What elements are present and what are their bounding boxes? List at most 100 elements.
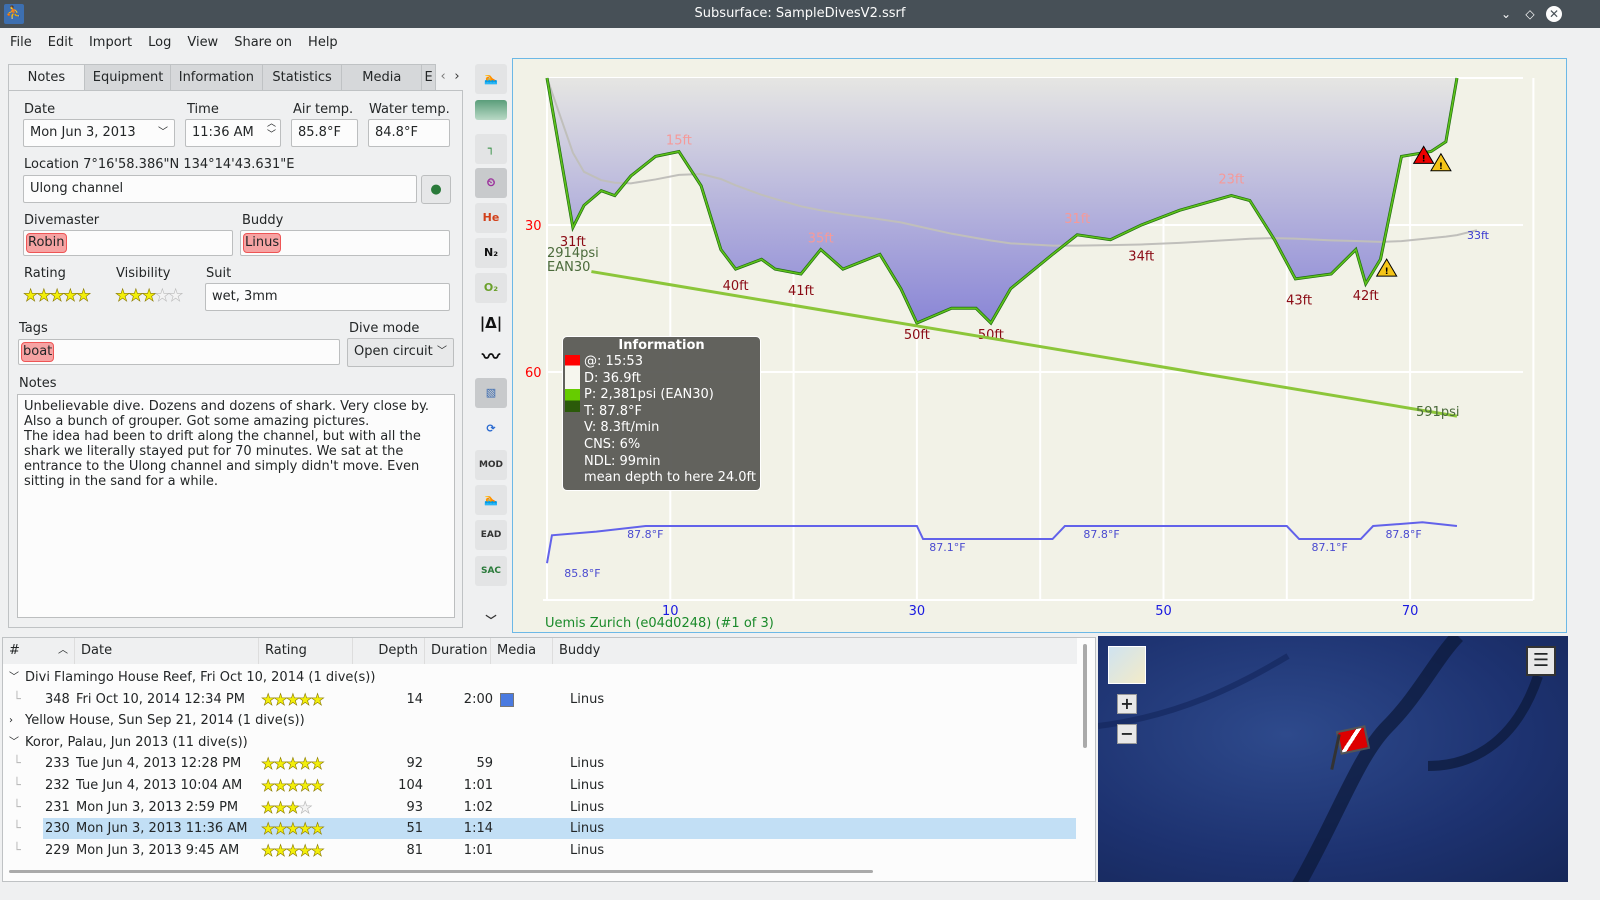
ndl-icon[interactable]: 🏊 bbox=[475, 485, 507, 515]
oxygen-icon[interactable]: O₂ bbox=[475, 273, 507, 303]
tab-information[interactable]: Information bbox=[170, 64, 263, 91]
buddy-field[interactable]: Linus bbox=[240, 230, 450, 256]
dive-mode-value: Open circuit bbox=[354, 344, 433, 359]
tab-equipment[interactable]: Equipment bbox=[84, 64, 171, 91]
column-header-media[interactable]: Media bbox=[491, 638, 553, 664]
info-line: @: 15:53 bbox=[584, 354, 643, 369]
dive-row[interactable]: └ 232 Tue Jun 4, 2013 10:04 AM ★★★★★ 104… bbox=[3, 775, 1083, 796]
dive-row[interactable]: └ 230 Mon Jun 3, 2013 11:36 AM ★★★★★ 51 … bbox=[13, 818, 1076, 840]
time-label: Time bbox=[187, 102, 219, 117]
globe-icon[interactable]: ● bbox=[421, 175, 451, 204]
tab-more[interactable]: E bbox=[422, 64, 437, 91]
title-bar: Subsurface: SampleDivesV2.ssrf bbox=[0, 0, 1600, 28]
depth-label: 31ft bbox=[1064, 212, 1090, 227]
date-picker[interactable]: Mon Jun 3, 2013 ﹀ bbox=[23, 119, 175, 147]
dive-buddy: Linus bbox=[570, 821, 605, 837]
tree-line: └ bbox=[13, 756, 21, 772]
dive-row[interactable]: └ 233 Tue Jun 4, 2013 12:28 PM ★★★★★ 92 … bbox=[3, 753, 1083, 774]
chevron-right-icon[interactable]: › bbox=[454, 69, 460, 84]
info-line: D: 36.9ft bbox=[584, 370, 641, 386]
maximize-icon[interactable]: ◇ bbox=[1525, 7, 1535, 21]
close-icon[interactable]: ✕ bbox=[1546, 6, 1562, 22]
horizontal-scrollbar[interactable] bbox=[9, 870, 873, 873]
menu-help[interactable]: Help bbox=[308, 34, 338, 50]
window-title: Subsurface: SampleDivesV2.ssrf bbox=[694, 6, 906, 21]
menu-view[interactable]: View bbox=[187, 34, 219, 50]
menu-edit[interactable]: Edit bbox=[47, 34, 73, 50]
dive-row[interactable]: └ 229 Mon Jun 3, 2013 9:45 AM ★★★★★ 81 1… bbox=[3, 840, 1083, 861]
dive-row[interactable]: └ 348 Fri Oct 10, 2014 12:34 PM ★★★★★ 14… bbox=[3, 689, 1083, 710]
suit-label: Suit bbox=[206, 266, 232, 281]
nitrogen-icon[interactable]: N₂ bbox=[475, 238, 507, 268]
profile-bg-icon[interactable] bbox=[475, 100, 507, 120]
zoom-out-button[interactable]: − bbox=[1117, 724, 1137, 744]
column-header-number[interactable]: # ︿ bbox=[3, 638, 75, 664]
ceiling-icon[interactable]: ┐ bbox=[475, 134, 507, 164]
time-field[interactable]: 11:36 AM ︿ ﹀ bbox=[185, 119, 281, 147]
zoom-in-button[interactable]: + bbox=[1117, 694, 1137, 714]
dive-depth: 104 bbox=[398, 778, 423, 793]
minimap-thumbnail[interactable] bbox=[1108, 646, 1146, 684]
location-field[interactable]: Ulong channel bbox=[23, 175, 417, 203]
tag-chip: boat bbox=[21, 342, 55, 362]
tab-media[interactable]: Media bbox=[342, 64, 423, 91]
water-temp-field[interactable]: 84.8°F bbox=[368, 119, 450, 147]
helium-icon[interactable]: He bbox=[475, 203, 507, 233]
air-temp-field[interactable]: 85.8°F bbox=[291, 119, 358, 147]
sac-icon[interactable]: SAC bbox=[475, 556, 507, 586]
depth-label: 34ft bbox=[1128, 250, 1154, 265]
suit-field[interactable]: wet, 3mm bbox=[205, 283, 450, 311]
dive-row[interactable]: └ 231 Mon Jun 3, 2013 2:59 PM ★★★ ★ ★ 93 1… bbox=[3, 797, 1083, 818]
column-header-depth[interactable]: Depth bbox=[353, 638, 425, 664]
dive-computer-label: Uemis Zurich (e04d0248) (#1 of 3) bbox=[545, 616, 774, 631]
tank-switch-icon[interactable]: ⟳ bbox=[486, 422, 496, 435]
dive-date: Fri Oct 10, 2014 12:34 PM bbox=[76, 691, 245, 707]
column-header-date[interactable]: Date bbox=[75, 638, 259, 664]
trip-row[interactable]: › Yellow House, Sun Sep 21, 2014 (1 dive(… bbox=[3, 710, 1083, 731]
diver-icon[interactable]: 🏊 bbox=[475, 64, 507, 94]
divemaster-label: Divemaster bbox=[24, 213, 100, 228]
trip-row[interactable]: ﹀ Koror, Palau, Jun 2013 (11 dive(s)) bbox=[3, 732, 1083, 753]
calculated-ceiling-icon[interactable]: ⏲ bbox=[475, 168, 507, 198]
dive-mode-label: Dive mode bbox=[349, 321, 420, 336]
ead-icon[interactable]: EAD bbox=[475, 520, 507, 550]
notes-textarea[interactable]: Unbelievable dive. Dozens and dozens of … bbox=[17, 394, 455, 618]
dive-mode-select[interactable]: Open circuit ﹀ bbox=[347, 338, 454, 367]
tags-field[interactable]: boat bbox=[18, 339, 340, 365]
menu-share-on[interactable]: Share on bbox=[234, 34, 293, 50]
dive-buddy: Linus bbox=[570, 756, 605, 772]
column-header-duration[interactable]: Duration bbox=[425, 638, 491, 664]
temperature-label: 87.8°F bbox=[627, 528, 663, 541]
menu-file[interactable]: File bbox=[10, 34, 32, 50]
trip-row[interactable]: ﹀ Divi Flamingo House Reef, Fri Oct 10, 2… bbox=[3, 667, 1083, 688]
minimize-icon[interactable]: ⌄ bbox=[1500, 7, 1512, 21]
column-header-buddy[interactable]: Buddy bbox=[553, 638, 1077, 664]
depth-label: 41ft bbox=[788, 284, 814, 299]
tab-notes[interactable]: Notes bbox=[8, 64, 85, 91]
visibility-stars[interactable]: ★★★★★ bbox=[115, 286, 184, 307]
menu-import[interactable]: Import bbox=[88, 34, 133, 50]
hamburger-menu-icon[interactable]: ☰ bbox=[1526, 646, 1556, 676]
ruler-icon[interactable]: |Δ| bbox=[479, 314, 503, 332]
expand-icon[interactable]: › bbox=[9, 715, 13, 727]
rating-stars[interactable]: ★★★★★ bbox=[23, 286, 92, 307]
tab-statistics[interactable]: Statistics bbox=[262, 64, 343, 91]
column-header-rating[interactable]: Rating bbox=[259, 638, 353, 664]
media-icon[interactable] bbox=[500, 692, 514, 707]
spinner-icon[interactable]: ︿ ﹀ bbox=[266, 119, 276, 140]
temperature-label: 87.8°F bbox=[1385, 528, 1421, 541]
menu-log[interactable]: Log bbox=[148, 34, 172, 50]
dive-map[interactable]: + − ☰ bbox=[1098, 636, 1568, 882]
pictures-icon[interactable]: ▧ bbox=[475, 378, 507, 408]
graph-icon[interactable]: 〰 bbox=[482, 347, 500, 368]
vertical-scrollbar[interactable] bbox=[1083, 644, 1087, 748]
chevron-left-icon[interactable]: ‹ bbox=[440, 69, 446, 84]
divemaster-field[interactable]: Robin bbox=[23, 230, 233, 256]
chevron-down-icon[interactable]: ﹀ bbox=[485, 614, 497, 627]
collapse-icon[interactable]: ﹀ bbox=[9, 736, 19, 748]
collapse-icon[interactable]: ﹀ bbox=[9, 672, 19, 683]
mod-icon[interactable]: MOD bbox=[475, 450, 507, 480]
date-label: Date bbox=[24, 102, 56, 117]
warning-mark: ! bbox=[1422, 154, 1426, 164]
dive-profile[interactable]: 10 30 50 70 30 60 33ft 31ft 15ft 40ft 41ft 35ft 50ft… bbox=[512, 58, 1567, 633]
